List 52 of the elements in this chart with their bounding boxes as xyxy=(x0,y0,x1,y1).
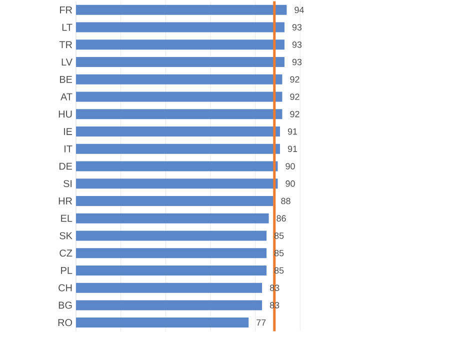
bar xyxy=(76,40,284,50)
y-tick-label: AT xyxy=(60,94,72,100)
bar xyxy=(76,92,282,102)
y-tick-label: HR xyxy=(58,198,72,205)
bar xyxy=(76,22,284,33)
data-label: 90 xyxy=(286,163,295,170)
bar xyxy=(76,178,278,189)
data-label: 91 xyxy=(288,128,298,135)
bar xyxy=(76,318,249,328)
bar xyxy=(76,214,269,224)
y-tick-label: BG xyxy=(58,302,72,309)
y-tick-label: IT xyxy=(64,146,72,153)
data-label: 93 xyxy=(292,24,302,31)
data-label: 94 xyxy=(294,7,304,14)
y-tick-label: CH xyxy=(58,284,72,292)
data-label: 93 xyxy=(292,42,302,48)
bar xyxy=(76,5,287,16)
y-tick-label: CZ xyxy=(60,250,72,257)
y-tick-label: HU xyxy=(58,110,72,118)
bar xyxy=(76,300,262,310)
y-tick-label: LV xyxy=(62,58,72,66)
bar xyxy=(76,283,262,294)
data-label: 92 xyxy=(290,76,300,83)
data-label: 77 xyxy=(256,320,266,326)
bar xyxy=(76,248,267,258)
bar xyxy=(76,109,282,120)
y-tick-label: EL xyxy=(61,215,72,222)
y-tick-label: DE xyxy=(59,163,72,170)
data-label: 92 xyxy=(290,94,300,100)
y-tick-label: SK xyxy=(60,232,72,240)
y-tick-label: BE xyxy=(60,76,72,84)
bar xyxy=(76,196,274,206)
data-label: 86 xyxy=(276,215,286,222)
data-label: 93 xyxy=(292,59,302,66)
bar xyxy=(76,144,280,154)
bar xyxy=(76,162,278,172)
data-label: 90 xyxy=(286,180,295,188)
y-tick-label: PL xyxy=(61,267,72,274)
y-tick-label: SI xyxy=(64,180,72,188)
y-tick-label: LT xyxy=(62,24,72,31)
data-label: 88 xyxy=(281,198,290,204)
y-tick-label: IE xyxy=(64,128,72,136)
bar xyxy=(76,57,284,68)
data-label: 91 xyxy=(288,146,298,152)
y-tick-label: FR xyxy=(60,6,72,14)
bar xyxy=(76,126,280,137)
bar xyxy=(76,230,267,241)
data-label: 92 xyxy=(290,111,300,118)
bar xyxy=(76,266,267,276)
y-tick-label: RO xyxy=(58,319,72,326)
bar xyxy=(76,74,282,85)
y-tick-label: TR xyxy=(59,41,72,48)
